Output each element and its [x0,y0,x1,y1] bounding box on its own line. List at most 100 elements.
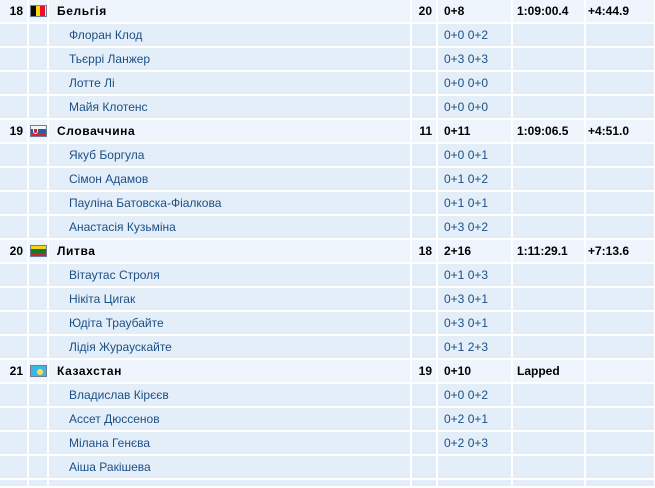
tail-cell [512,479,586,488]
rank-cell [0,431,29,456]
total-time-cell [512,215,586,240]
tail-cell [28,479,49,488]
athlete-name-cell[interactable]: Лотте Лі [48,71,412,96]
athlete-name-cell[interactable]: Пауліна Батовска-Фіалкова [48,191,412,216]
bib-cell [411,47,438,72]
rank-cell [0,47,29,72]
rank-value: 19 [9,124,23,138]
athlete-name-cell[interactable]: Вітаутас Строля [48,263,412,288]
athlete-name: Лідія Жураускайте [69,340,172,354]
team-name: Бельгія [57,4,107,18]
shooting-cell: 0+3 0+1 [437,311,513,336]
bib-cell: 18 [411,239,438,264]
rank-cell [0,287,29,312]
total-time-cell [512,71,586,96]
total-time-cell [512,455,586,480]
athlete-row[interactable]: Флоран Клод 0+0 0+2 [0,23,655,48]
shooting-cell: 0+1 2+3 [437,335,513,360]
athlete-name-cell[interactable]: Анастасія Кузьміна [48,215,412,240]
athlete-name-cell[interactable]: Ассет Дюссенов [48,407,412,432]
rank-cell: 21 [0,359,29,384]
athlete-row[interactable]: Владислав Кірєєв 0+0 0+2 [0,383,655,408]
behind-cell [585,383,655,408]
bib-cell [411,263,438,288]
flag-cell [28,143,49,168]
athlete-row[interactable]: Аіша Ракішева [0,455,655,480]
shooting-value: 0+0 0+0 [444,76,489,90]
bib-cell: 11 [411,119,438,144]
rank-cell: 19 [0,119,29,144]
athlete-name: Аіша Ракішева [69,460,151,474]
athlete-name-cell[interactable]: Владислав Кірєєв [48,383,412,408]
athlete-name-cell[interactable]: Якуб Боргула [48,143,412,168]
shooting-value: 0+0 0+0 [444,100,489,114]
athlete-row[interactable]: Нікіта Цигак 0+3 0+1 [0,287,655,312]
athlete-row[interactable]: Анастасія Кузьміна 0+3 0+2 [0,215,655,240]
athlete-name-cell[interactable]: Майя Клотенс [48,95,412,120]
team-row[interactable]: 18 Бельгія 20 0+8 1:09:00.4 +4:44.9 [0,0,655,24]
athlete-row[interactable]: Ассет Дюссенов 0+2 0+1 [0,407,655,432]
shooting-value: 0+1 0+1 [444,196,489,210]
bib-value: 20 [418,4,432,18]
athlete-name-cell[interactable]: Юдіта Траубайте [48,311,412,336]
flag-cell [28,311,49,336]
team-name-cell[interactable]: Словаччина [48,119,412,144]
athlete-row[interactable]: Якуб Боргула 0+0 0+1 [0,143,655,168]
shooting-value: 0+1 0+2 [444,172,489,186]
behind-cell: +4:51.0 [585,119,655,144]
athlete-name-cell[interactable]: Тьєррі Ланжер [48,47,412,72]
total-time-cell [512,95,586,120]
behind-cell [585,167,655,192]
athlete-name-cell[interactable]: Аіша Ракішева [48,455,412,480]
athlete-row[interactable]: Мілана Генєва 0+2 0+3 [0,431,655,456]
total-time-cell [512,407,586,432]
behind-cell [585,71,655,96]
total-time-cell [512,143,586,168]
flag-cell [28,407,49,432]
rank-cell [0,311,29,336]
shooting-cell: 0+0 0+2 [437,383,513,408]
athlete-row[interactable]: Майя Клотенс 0+0 0+0 [0,95,655,120]
bib-cell [411,455,438,480]
team-name: Казахстан [57,364,123,378]
team-name-cell[interactable]: Казахстан [48,359,412,384]
athlete-name-cell[interactable]: Нікіта Цигак [48,287,412,312]
athlete-row[interactable]: Лотте Лі 0+0 0+0 [0,71,655,96]
athlete-name-cell[interactable]: Мілана Генєва [48,431,412,456]
shooting-cell: 0+2 0+1 [437,407,513,432]
behind-value: +7:13.6 [588,244,630,258]
athlete-row[interactable]: Лідія Жураускайте 0+1 2+3 [0,335,655,360]
flag-cell [28,263,49,288]
team-row[interactable]: 19 Словаччина 11 0+11 1:09:06.5 +4:51.0 [0,119,655,144]
shooting-value: 0+8 [444,4,465,18]
athlete-name: Анастасія Кузьміна [69,220,176,234]
team-name-cell[interactable]: Литва [48,239,412,264]
team-row[interactable]: 20 Литва 18 2+16 1:11:29.1 +7:13.6 [0,239,655,264]
rank-cell [0,263,29,288]
bib-cell [411,383,438,408]
flag-cell [28,215,49,240]
total-time-value: 1:09:00.4 [517,4,569,18]
team-name-cell[interactable]: Бельгія [48,0,412,24]
athlete-name-cell[interactable]: Лідія Жураускайте [48,335,412,360]
flag-cell [28,335,49,360]
flag-cell [28,71,49,96]
athlete-row[interactable]: Сімон Адамов 0+1 0+2 [0,167,655,192]
rank-cell [0,71,29,96]
flag-cell [28,191,49,216]
athlete-name-cell[interactable]: Сімон Адамов [48,167,412,192]
shooting-cell: 0+2 0+3 [437,431,513,456]
athlete-row[interactable]: Вітаутас Строля 0+1 0+3 [0,263,655,288]
total-time-cell [512,23,586,48]
bib-value: 11 [419,124,432,138]
athlete-row[interactable]: Тьєррі Ланжер 0+3 0+3 [0,47,655,72]
flag-kazakhstan-icon [29,365,46,377]
bib-cell [411,167,438,192]
athlete-row[interactable]: Пауліна Батовска-Фіалкова 0+1 0+1 [0,191,655,216]
athlete-name-cell[interactable]: Флоран Клод [48,23,412,48]
athlete-row[interactable]: Юдіта Траубайте 0+3 0+1 [0,311,655,336]
bib-value: 18 [418,244,432,258]
team-row[interactable]: 21 Казахстан 19 0+10 Lapped [0,359,655,384]
bib-cell [411,191,438,216]
